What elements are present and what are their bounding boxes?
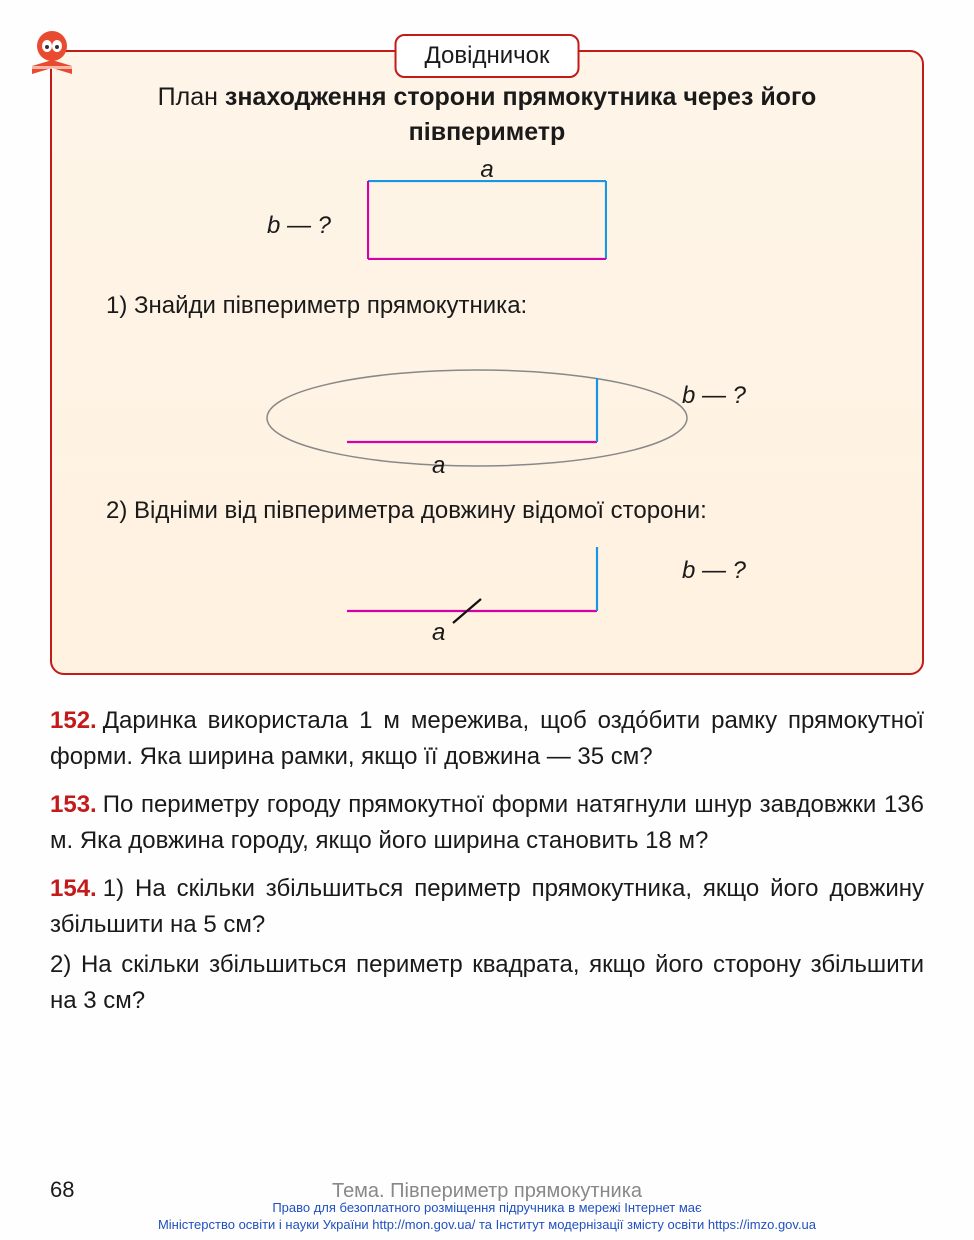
half1-svg [247,360,727,480]
credit-line-1: Право для безоплатного розміщення підруч… [0,1199,974,1217]
problem-number: 152. [50,707,97,734]
rectangle-diagram: a b — ? [92,180,882,271]
problems-section: 152.Даринка використала 1 м мережива, що… [50,703,924,1019]
step-1-text: 1) Знайди півпериметр прямокутника: [106,289,882,324]
credit-line-2: Міністерство освіти і науки України http… [0,1216,974,1234]
problem-154: 154.1) На скільки збільшиться периметр п… [50,871,924,1019]
problem-part-2: 2) На скільки збільшиться периметр квадр… [50,947,924,1019]
credits: Право для безоплатного розміщення підруч… [0,1199,974,1234]
step-2-text: 2) Відніми від півпериметра довжину відо… [106,494,882,529]
rect-b-label: b — ? [267,208,331,244]
problem-number: 154. [50,875,97,902]
problem-text: По периметру городу прямокутної форми на… [50,791,924,854]
plan-title-bold: знаходження сторони прямокутника через й… [225,83,816,146]
half1-a-label: a [432,448,445,484]
half1-b-label: b — ? [682,378,746,414]
problem-text: Даринка використала 1 м мережива, щоб оз… [50,707,924,770]
half-perimeter-diagram-2: b — ? a [92,539,882,639]
half2-b-label: b — ? [682,553,746,589]
half2-a-label: a [432,615,445,651]
rectangle-svg [367,180,607,260]
problem-152: 152.Даринка використала 1 м мережива, що… [50,703,924,775]
mascot-icon [24,26,80,82]
info-box-header: Довідничок [395,34,580,78]
half-perimeter-diagram-1: b — ? a [92,360,882,480]
plan-title-prefix: План [158,83,225,111]
problem-number: 153. [50,791,97,818]
plan-title: План знаходження сторони прямокутника че… [92,80,882,150]
problem-part-1: 1) На скільки збільшиться периметр прямо… [50,875,924,938]
half2-svg [247,539,727,639]
problem-153: 153.По периметру городу прямокутної форм… [50,787,924,859]
rect-a-label: a [480,152,493,188]
info-box: Довідничок План знаходження сторони прям… [50,50,924,675]
